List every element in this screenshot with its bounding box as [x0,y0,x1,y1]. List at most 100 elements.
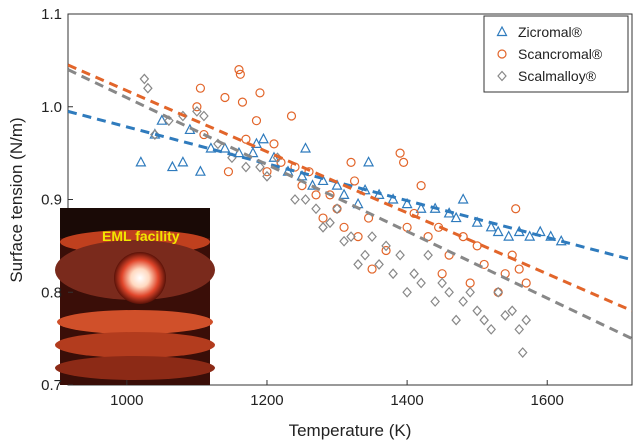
point [465,286,475,298]
point [471,216,483,227]
point [257,132,269,144]
point [251,116,262,126]
point [150,129,160,140]
point [444,286,454,298]
point [338,188,350,199]
point [286,111,297,121]
point [346,157,356,167]
point [388,268,398,280]
point [479,314,489,326]
point [195,83,206,93]
y-tick-label: 0.7 [41,377,62,394]
point [194,165,206,176]
point [247,146,259,158]
point [325,217,335,229]
point [311,203,321,215]
point [139,73,150,85]
point [346,231,356,243]
point [360,249,370,261]
point [255,88,265,98]
point [353,232,363,242]
inset-photo: EML facility [55,208,215,385]
point [143,82,153,94]
point [318,221,328,233]
point [269,139,279,149]
y-tick-label: 1.1 [41,6,62,23]
point [545,230,557,241]
legend-box [483,15,629,93]
x-tick-label: 1200 [250,392,283,409]
point [457,193,469,204]
point [304,167,314,177]
point [311,190,321,200]
point [349,176,360,186]
point [395,148,405,158]
point [166,160,178,172]
point [223,167,234,177]
point [521,278,531,288]
data-layer [68,63,632,358]
point [255,161,265,173]
point [220,92,230,103]
point [497,70,507,82]
point [511,204,521,214]
point [514,323,525,335]
point [241,134,251,144]
point [177,156,189,167]
point [241,161,251,173]
point [374,259,384,270]
point [381,240,391,252]
x-tick-label: 1600 [531,392,564,409]
point [325,190,335,200]
point [398,157,409,167]
point [205,142,217,153]
point [492,225,504,237]
fit-line [68,63,632,313]
point [367,231,377,243]
point [307,179,319,190]
point [235,69,245,79]
point [503,230,515,241]
point [290,194,300,205]
point [451,314,461,326]
point [430,296,440,307]
y-axis-label: Surface tension (N/m) [7,117,26,282]
point [450,211,462,223]
point [331,179,343,190]
point [199,110,209,122]
point [514,264,524,274]
point [367,264,377,274]
point [237,97,248,107]
point [164,115,174,127]
point [199,129,209,140]
point [339,222,349,232]
legend-label: Scancromal® [518,46,603,62]
point [479,259,489,270]
point [500,310,510,321]
point [300,142,312,153]
point [521,314,532,326]
point [234,65,244,75]
point [423,249,433,261]
legend-label: Scalmalloy® [518,68,597,84]
point [409,268,419,280]
y-tick-label: 0.8 [41,284,62,301]
point [458,296,468,307]
legend-label: Zicromal® [518,24,583,40]
point [402,286,412,298]
point [233,146,245,158]
point [496,25,508,37]
point [524,230,536,241]
point [395,249,405,261]
point [339,235,349,247]
point [486,323,496,335]
point [363,156,375,167]
point [262,170,272,182]
x-tick-label: 1400 [390,392,423,409]
point [300,194,311,205]
point [353,259,363,270]
point [437,277,447,289]
point [472,305,482,317]
point [401,197,413,209]
